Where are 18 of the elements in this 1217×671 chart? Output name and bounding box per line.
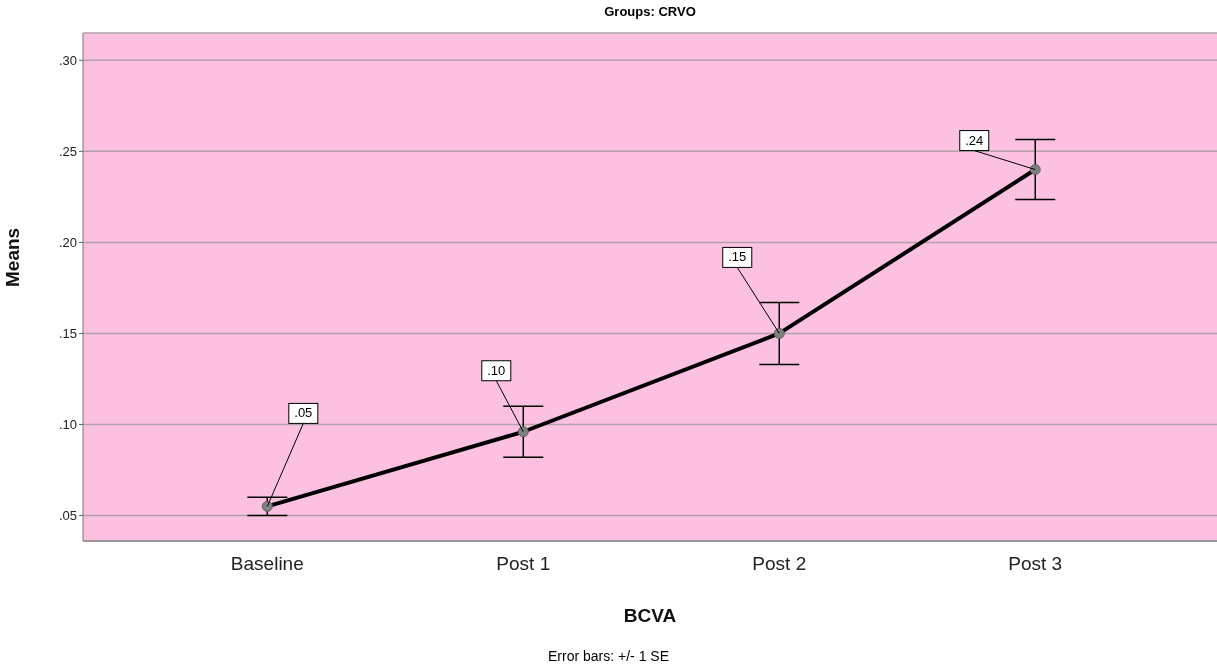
y-tick-label: .20 xyxy=(58,235,77,251)
y-axis-title: Means xyxy=(1,227,23,287)
x-tick-label: Post 2 xyxy=(752,553,807,575)
text: Error bars: +/- 1 SE xyxy=(547,648,670,664)
data-label: .10 xyxy=(487,362,506,378)
data-label: .15 xyxy=(728,249,747,265)
y-tick-label: .05 xyxy=(58,508,77,524)
y-tick-label: .15 xyxy=(58,326,77,342)
data-label: .24 xyxy=(965,132,984,148)
y-tick-label: .10 xyxy=(58,417,77,433)
x-tick-label: Post 1 xyxy=(496,553,551,575)
y-tick-label: .30 xyxy=(58,52,77,68)
chart-title: Groups: CRVO xyxy=(603,4,697,19)
x-tick-label: Baseline xyxy=(230,553,304,575)
data-label: .05 xyxy=(294,405,313,421)
y-tick-label: .25 xyxy=(58,143,77,159)
x-axis-title: BCVA xyxy=(623,605,677,626)
x-tick-label: Post 3 xyxy=(1008,553,1063,575)
